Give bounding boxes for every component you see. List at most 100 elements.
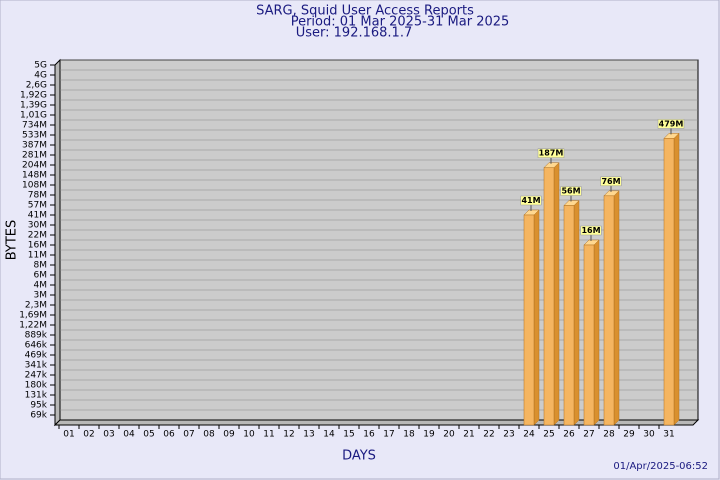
x-tick-label: 07	[183, 430, 194, 440]
y-tick-label: 1,69M	[19, 311, 47, 321]
x-tick-label: 02	[83, 430, 94, 440]
y-tick-label: 281M	[22, 151, 47, 161]
y-tick-label: 131k	[25, 391, 48, 401]
x-tick-label: 19	[423, 430, 435, 440]
bar	[563, 205, 575, 426]
y-tick-label: 4G	[34, 71, 47, 81]
y-tick-label: 2,6G	[26, 81, 47, 91]
data-label: 187M	[539, 149, 564, 158]
label-box	[580, 225, 602, 236]
x-tick-label: 15	[343, 430, 354, 440]
data-label: 16M	[581, 226, 600, 235]
y-tick-label: 8M	[34, 261, 48, 271]
y-tick-label: 533M	[22, 131, 47, 141]
x-tick-label: 17	[383, 430, 394, 440]
data-label: 76M	[601, 177, 620, 186]
y-tick-label: 16M	[28, 241, 47, 251]
x-tick-label: 21	[463, 430, 474, 440]
bar	[543, 167, 555, 426]
y-tick-label: 108M	[22, 181, 47, 191]
x-tick-label: 06	[163, 430, 175, 440]
plot-left-wall	[54, 58, 61, 427]
x-tick-label: 23	[503, 430, 514, 440]
footer: 01/Apr/2025-06:52	[613, 461, 708, 472]
y-tick-label: 341k	[25, 361, 48, 371]
x-tick-label: 29	[623, 430, 635, 440]
bar	[663, 138, 675, 426]
x-tick-label: 22	[483, 430, 494, 440]
data-label: 479M	[659, 119, 684, 128]
x-tick-label: 28	[603, 430, 615, 440]
x-axis-label: DAYS	[342, 449, 376, 464]
y-tick-label: 4M	[34, 281, 48, 291]
chart-title: SARG, Squid User Access Reports	[256, 4, 474, 19]
y-tick-label: 57M	[28, 201, 47, 211]
label-box	[520, 195, 542, 206]
bar-side	[673, 132, 680, 426]
bar-side	[613, 190, 620, 426]
y-tick-label: 180k	[25, 381, 48, 391]
x-tick-label: 11	[263, 430, 274, 440]
x-tick-label: 14	[323, 430, 335, 440]
y-tick-label: 1,92G	[20, 91, 47, 101]
x-tick-label: 25	[543, 430, 554, 440]
y-tick-label: 11M	[28, 251, 47, 261]
x-tick-label: 09	[223, 430, 235, 440]
y-tick-label: 41M	[28, 211, 47, 221]
x-tick-label: 26	[563, 430, 575, 440]
x-tick-label: 30	[643, 430, 655, 440]
y-axis-label: BYTES	[5, 220, 20, 261]
y-tick-label: 646k	[25, 341, 48, 351]
y-tick-label: 469k	[25, 351, 48, 361]
y-tick-label: 78M	[28, 191, 47, 201]
x-tick-label: 10	[243, 430, 255, 440]
y-tick-label: 387M	[22, 141, 47, 151]
y-tick-label: 5G	[34, 61, 47, 71]
x-tick-label: 27	[583, 430, 594, 440]
y-tick-label: 69k	[30, 411, 47, 421]
label-box	[657, 119, 685, 129]
label-box	[537, 148, 565, 158]
x-tick-label: 05	[143, 430, 154, 440]
chart-subtitle: Period: 01 Mar 2025-31 Mar 2025	[291, 15, 510, 30]
bar-side	[593, 239, 600, 426]
x-tick-label: 31	[663, 430, 674, 440]
y-tick-label: 889k	[25, 331, 48, 341]
bar-side	[573, 199, 580, 426]
label-box	[560, 186, 582, 196]
y-tick-label: 204M	[22, 161, 47, 171]
x-tick-label: 13	[303, 430, 314, 440]
y-tick-label: 734M	[22, 121, 47, 131]
y-tick-label: 1,01G	[20, 111, 47, 121]
x-tick-label: 04	[123, 430, 135, 440]
label-box	[600, 176, 622, 187]
x-tick-label: 08	[203, 430, 215, 440]
bar-side	[553, 162, 560, 426]
bar	[583, 244, 595, 426]
y-tick-label: 247k	[25, 371, 48, 381]
bar	[523, 214, 535, 426]
x-tick-label: 03	[103, 430, 114, 440]
data-label: 56M	[561, 187, 580, 196]
plot-floor	[53, 419, 700, 426]
y-tick-label: 148M	[22, 171, 47, 181]
y-tick-label: 2,3M	[25, 301, 47, 311]
x-tick-label: 12	[283, 430, 294, 440]
y-tick-label: 22M	[28, 231, 47, 241]
y-tick-label: 1,22M	[19, 321, 47, 331]
y-tick-label: 3M	[34, 291, 48, 301]
bar-side	[533, 209, 540, 426]
x-tick-label: 18	[403, 430, 415, 440]
y-tick-label: 6M	[34, 271, 48, 281]
chart-user: User: 192.168.1.7	[296, 26, 412, 41]
x-tick-label: 16	[363, 430, 375, 440]
x-tick-label: 20	[443, 430, 455, 440]
data-label: 41M	[521, 196, 540, 205]
y-tick-label: 95k	[30, 401, 47, 411]
bar	[603, 195, 615, 426]
y-tick-label: 30M	[28, 221, 47, 231]
x-tick-label: 24	[523, 430, 535, 440]
y-tick-label: 1,39G	[20, 101, 47, 111]
x-tick-label: 01	[63, 430, 74, 440]
